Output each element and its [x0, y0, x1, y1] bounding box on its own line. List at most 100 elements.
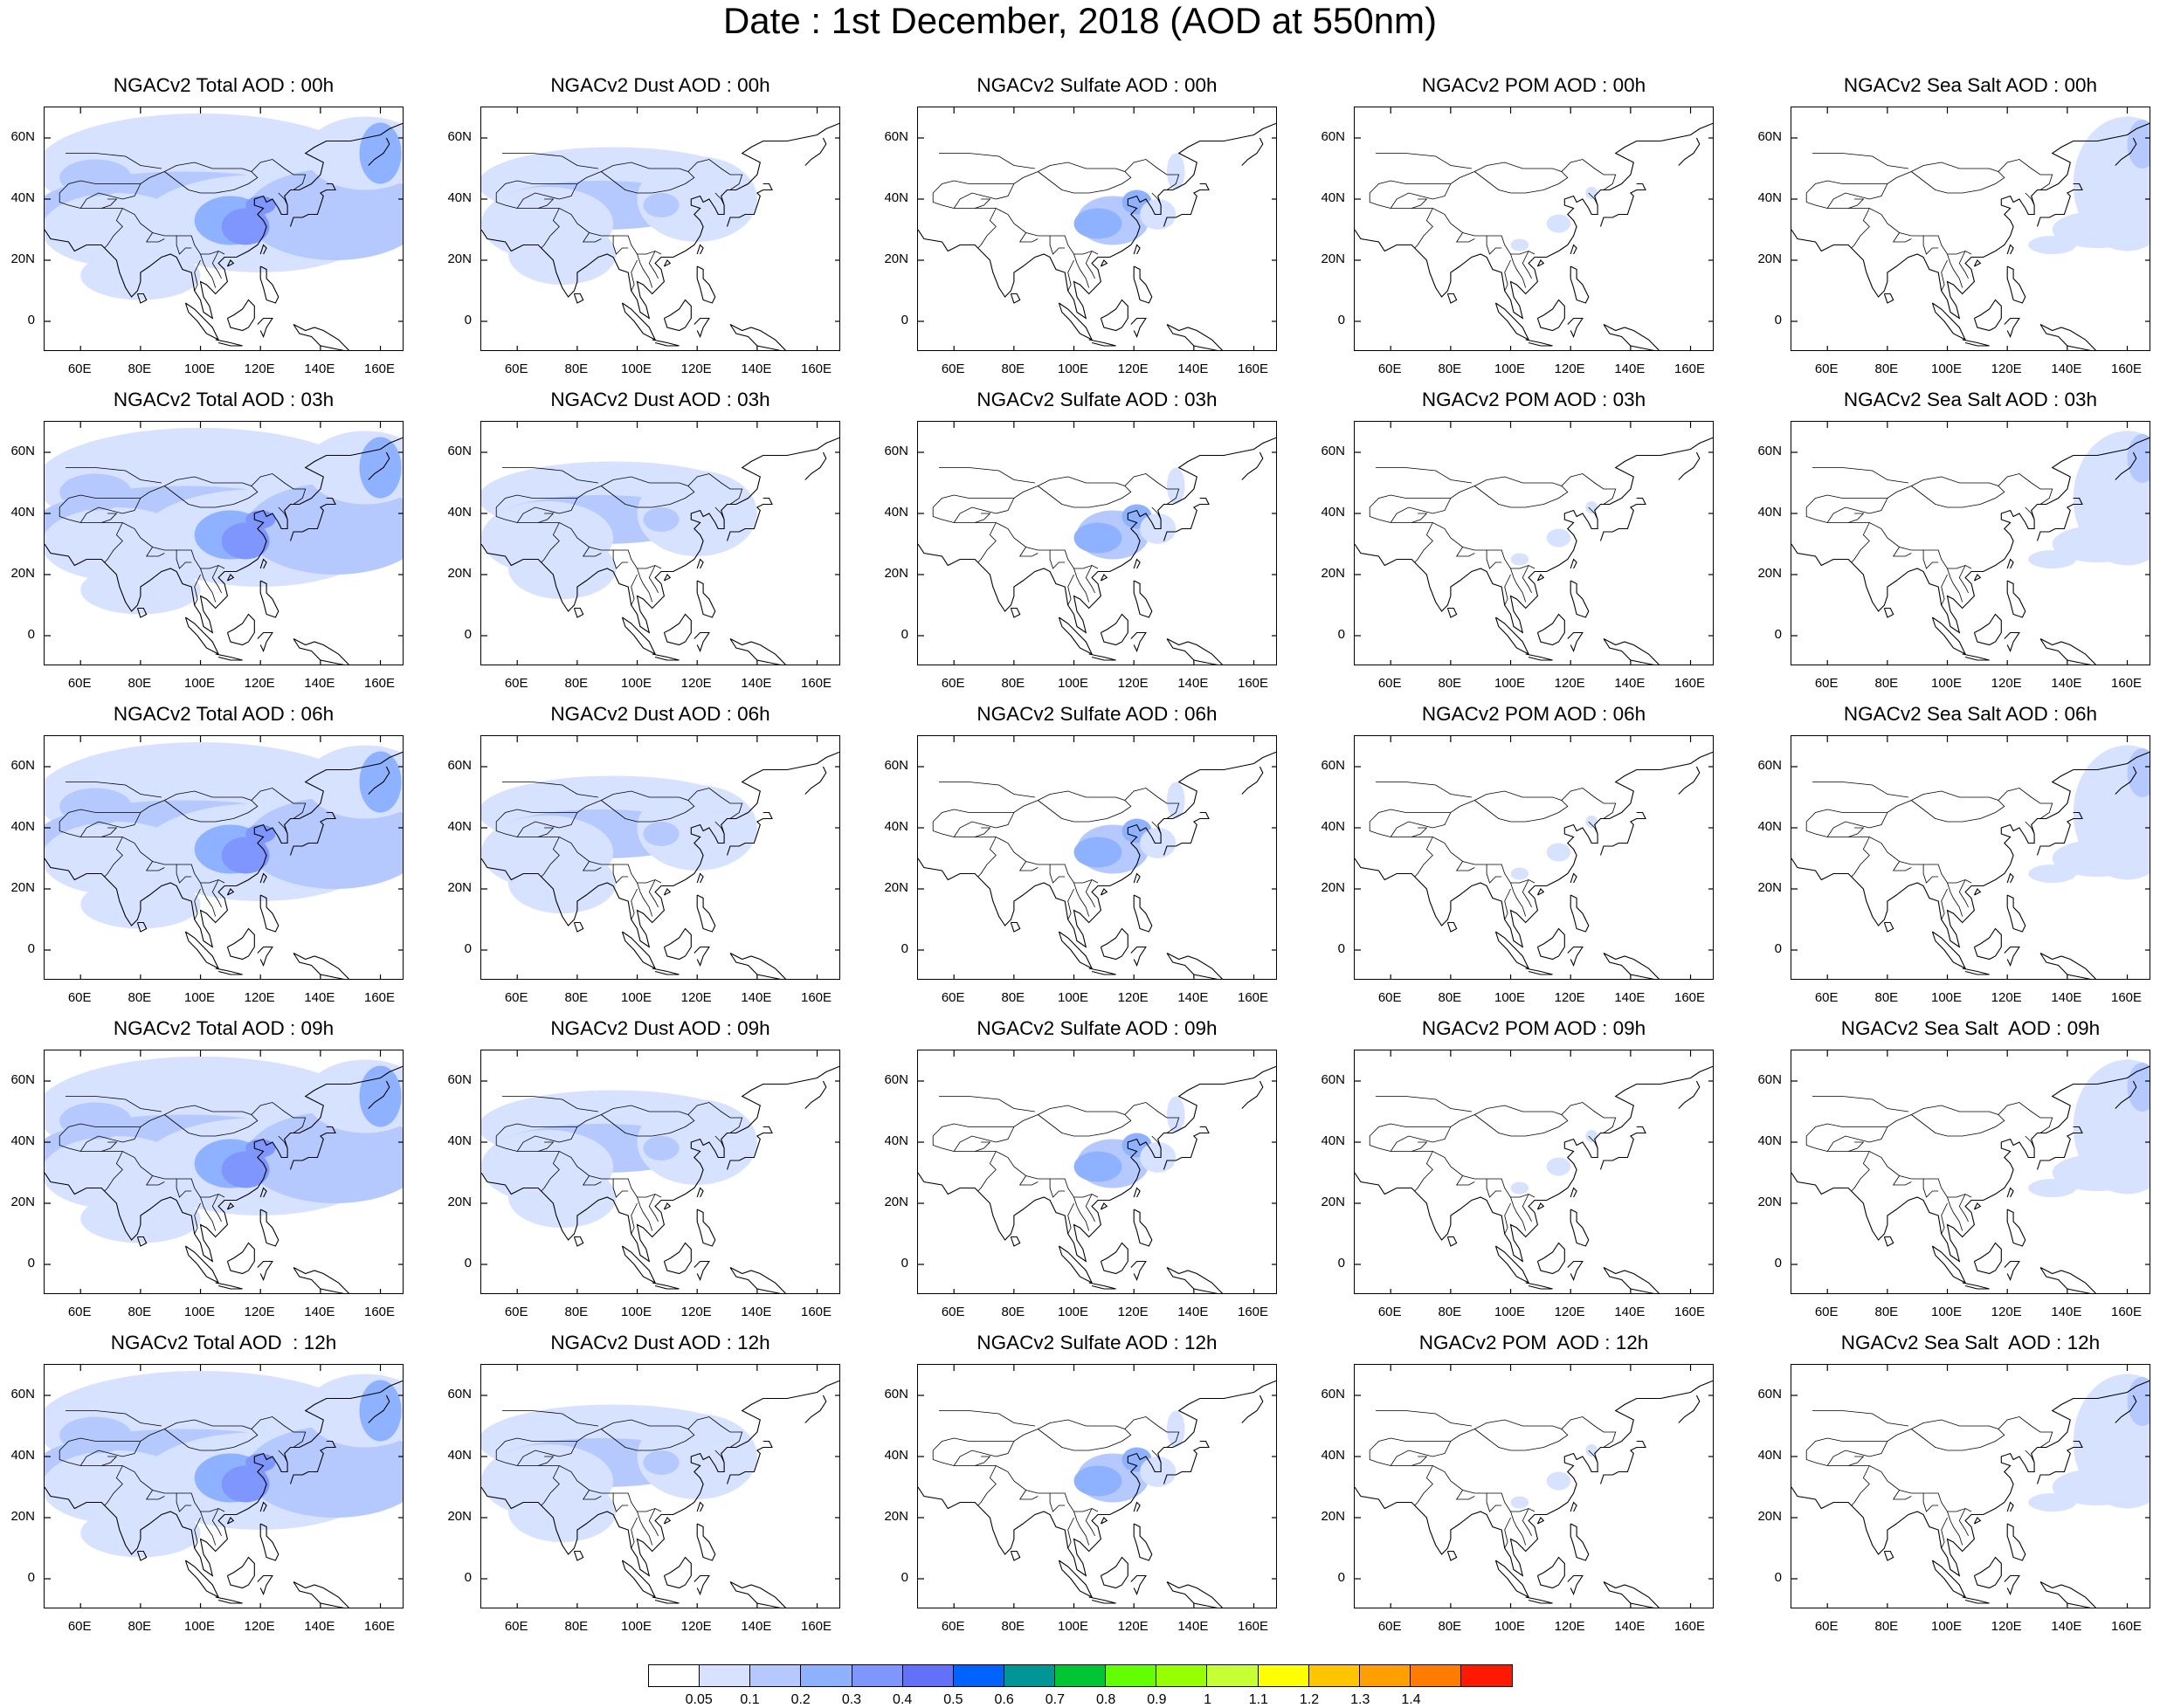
country-border — [1805, 473, 2053, 523]
lon-tick-label: 60E — [67, 990, 92, 1005]
coastline — [694, 317, 710, 338]
country-border — [1049, 864, 1066, 884]
panel-title: NGACv2 Total AOD : 12h — [110, 1332, 337, 1353]
coastline — [1133, 872, 1141, 884]
aod-field — [1073, 208, 1122, 239]
country-border — [1049, 1493, 1066, 1512]
lat-tick-label: 0 — [464, 941, 472, 956]
lon-tick-label: 60E — [67, 1619, 92, 1634]
country-border — [582, 547, 602, 557]
country-border — [59, 1416, 307, 1466]
coastline — [663, 613, 692, 646]
aod-field — [1585, 187, 1598, 199]
country-border — [932, 1102, 1180, 1152]
coastline — [696, 1209, 716, 1247]
lon-tick-label: 140E — [1177, 990, 1209, 1005]
country-border — [1848, 1456, 1865, 1466]
coastline — [729, 638, 787, 665]
lon-tick-label: 140E — [304, 676, 335, 691]
coastline — [2115, 1080, 2137, 1109]
country-border — [502, 467, 598, 484]
lon-tick-label: 80E — [1001, 362, 1025, 376]
map-frame — [1354, 1050, 1714, 1294]
aod-field — [221, 208, 270, 245]
lon-tick-label: 60E — [1377, 1619, 1402, 1634]
coastline — [136, 293, 148, 304]
lon-tick-label: 80E — [1438, 1305, 1462, 1319]
coastline — [1088, 1282, 1116, 1290]
map-panel-seasalt: NGACv2 Sea Salt AOD : 03h 60N 40N 20N 0 60E 80… — [1757, 389, 2150, 691]
coastline — [1536, 613, 1565, 646]
coastline — [1446, 1550, 1458, 1561]
coastline — [2004, 1574, 2020, 1595]
colorbar-label: 1.2 — [1299, 1692, 1320, 1707]
country-border — [1805, 788, 2053, 837]
coastline — [1973, 1242, 2002, 1275]
coastline — [696, 244, 704, 255]
country-border — [939, 467, 1035, 484]
lon-tick-label: 100E — [1494, 676, 1526, 691]
lat-tick-label: 40N — [447, 505, 472, 520]
country-border — [1376, 153, 1472, 169]
lon-tick-label: 80E — [1874, 676, 1899, 691]
coastline — [1163, 1440, 1210, 1484]
lat-tick-label: 20N — [1757, 1195, 1782, 1209]
map-panel-seasalt: NGACv2 Sea Salt AOD : 06h 60N 40N 20N 0 60E 80… — [1757, 703, 2150, 1005]
coastline — [368, 1080, 390, 1109]
lat-tick-label: 20N — [1321, 1195, 1345, 1209]
coastline — [1962, 1282, 1990, 1290]
coastline — [1100, 1202, 1108, 1210]
country-border — [104, 208, 123, 249]
country-border — [211, 879, 222, 908]
lon-tick-label: 100E — [1931, 990, 1963, 1005]
country-border — [1827, 522, 1972, 569]
coastline — [2039, 953, 2097, 979]
aod-map — [45, 736, 403, 979]
lat-tick-label: 40N — [884, 819, 908, 834]
map-panel-total: NGACv2 Total AOD : 12h 60N 40N 20N 0 60E 80E 10… — [10, 1332, 404, 1634]
coastline — [1536, 888, 1545, 896]
map-frame — [44, 107, 404, 351]
lat-tick-label: 60N — [447, 1072, 472, 1087]
map-panel-sulfate: NGACv2 Sulfate AOD : 12h 60N 40N 20N 0 60E 80E… — [884, 1332, 1277, 1634]
lat-tick-label: 20N — [1321, 251, 1345, 266]
lat-tick-label: 40N — [10, 190, 35, 205]
lon-tick-label: 160E — [364, 676, 396, 691]
country-border — [1504, 1517, 1511, 1549]
aod-field — [643, 507, 680, 532]
map-panel-sulfate: NGACv2 Sulfate AOD : 09h 60N 40N 20N 0 60E 80E… — [884, 1017, 1277, 1319]
country-border — [939, 782, 1035, 798]
lat-tick-label: 40N — [10, 1133, 35, 1148]
map-panel-dust: NGACv2 Dust AOD : 12h 60N 40N 20N 0 60E 80E 100… — [447, 1332, 840, 1634]
lon-tick-label: 140E — [2051, 1305, 2082, 1319]
coastline — [1355, 122, 1713, 320]
country-border — [1504, 1202, 1511, 1235]
country-border — [1486, 550, 1502, 569]
coastline — [696, 265, 716, 304]
coastline — [2004, 946, 2020, 967]
country-border — [278, 506, 288, 520]
aod-map — [918, 1050, 1276, 1293]
country-border — [1038, 486, 1132, 508]
colorbar-label: 1.4 — [1401, 1692, 1421, 1707]
lat-tick-label: 40N — [1321, 190, 1345, 205]
coastline — [257, 1260, 273, 1281]
map-panel-dust: NGACv2 Dust AOD : 00h 60N 40N 20N 0 60E 80E 100… — [447, 74, 840, 376]
lon-tick-label: 100E — [184, 1305, 216, 1319]
lon-tick-label: 80E — [564, 1305, 589, 1319]
coastline — [652, 653, 680, 661]
coastline — [621, 302, 657, 341]
coastline — [1599, 183, 1646, 227]
coastline — [1241, 451, 1264, 480]
country-border — [145, 547, 165, 557]
country-border — [2025, 506, 2035, 520]
coastline — [1241, 766, 1264, 795]
coastline — [1241, 1080, 1264, 1109]
country-border — [59, 473, 307, 523]
aod-field — [59, 159, 132, 196]
map-frame — [1791, 1364, 2150, 1608]
country-border — [1067, 574, 1074, 606]
aod-field — [637, 1414, 757, 1499]
country-border — [1504, 574, 1511, 606]
coastline — [1130, 1574, 1147, 1595]
